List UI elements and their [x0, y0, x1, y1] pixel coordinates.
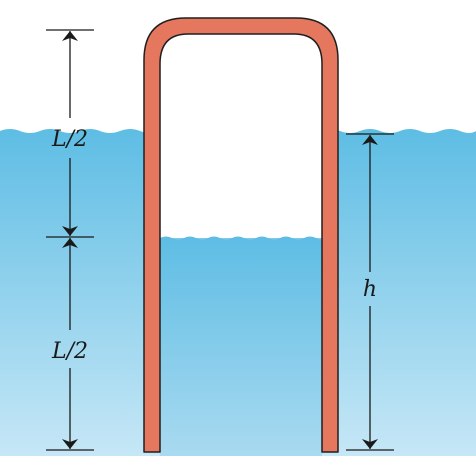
- inner-water: [160, 236, 322, 456]
- upper-half-label: L/2: [51, 127, 88, 152]
- depth-label: h: [363, 277, 377, 302]
- inverted-tube: [143, 17, 339, 453]
- lower-half-label: L/2: [51, 339, 88, 364]
- trapped-air: [160, 34, 322, 238]
